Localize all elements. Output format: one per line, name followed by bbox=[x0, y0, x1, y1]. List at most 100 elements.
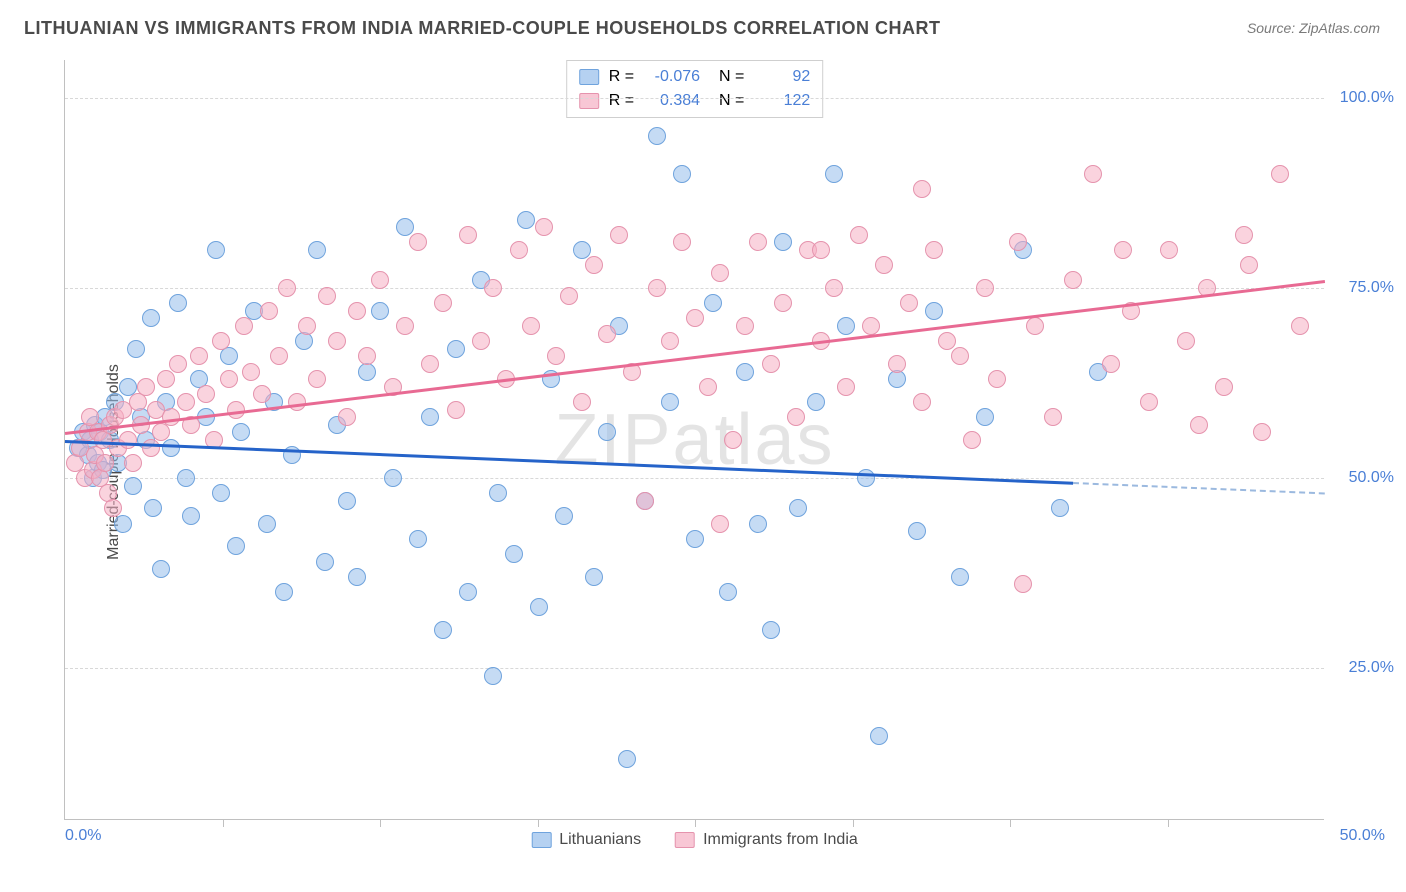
data-point bbox=[522, 317, 540, 335]
data-point bbox=[212, 484, 230, 502]
chart-container: Married-couple Households ZIPatlas R = -… bbox=[24, 50, 1382, 874]
data-point bbox=[182, 507, 200, 525]
x-tick bbox=[1010, 819, 1011, 827]
legend-row-blue: R = -0.076 N = 92 bbox=[579, 65, 811, 89]
data-point bbox=[142, 309, 160, 327]
data-point bbox=[787, 408, 805, 426]
data-point bbox=[762, 621, 780, 639]
data-point bbox=[1190, 416, 1208, 434]
data-point bbox=[1291, 317, 1309, 335]
data-point bbox=[636, 492, 654, 510]
data-point bbox=[119, 431, 137, 449]
data-point bbox=[925, 241, 943, 259]
gridline bbox=[65, 478, 1324, 479]
data-point bbox=[774, 294, 792, 312]
data-point bbox=[1240, 256, 1258, 274]
data-point bbox=[837, 378, 855, 396]
x-tick bbox=[223, 819, 224, 827]
data-point bbox=[900, 294, 918, 312]
data-point bbox=[938, 332, 956, 350]
data-point bbox=[618, 750, 636, 768]
data-point bbox=[152, 423, 170, 441]
data-point bbox=[976, 279, 994, 297]
data-point bbox=[711, 515, 729, 533]
data-point bbox=[1160, 241, 1178, 259]
legend-item-blue: Lithuanians bbox=[531, 831, 641, 849]
n-value-blue: 92 bbox=[754, 65, 810, 89]
data-point bbox=[169, 355, 187, 373]
data-point bbox=[227, 537, 245, 555]
data-point bbox=[258, 515, 276, 533]
data-point bbox=[598, 423, 616, 441]
data-point bbox=[409, 530, 427, 548]
data-point bbox=[530, 598, 548, 616]
x-tick bbox=[853, 819, 854, 827]
data-point bbox=[686, 309, 704, 327]
data-point bbox=[661, 393, 679, 411]
y-tick-label: 75.0% bbox=[1334, 279, 1394, 297]
data-point bbox=[1235, 226, 1253, 244]
data-point bbox=[396, 317, 414, 335]
data-point bbox=[278, 279, 296, 297]
data-point bbox=[298, 317, 316, 335]
data-point bbox=[162, 408, 180, 426]
data-point bbox=[789, 499, 807, 517]
series-legend: Lithuanians Immigrants from India bbox=[531, 831, 858, 849]
data-point bbox=[434, 621, 452, 639]
data-point bbox=[1102, 355, 1120, 373]
data-point bbox=[447, 401, 465, 419]
data-point bbox=[348, 568, 366, 586]
data-point bbox=[328, 332, 346, 350]
data-point bbox=[517, 211, 535, 229]
data-point bbox=[862, 317, 880, 335]
data-point bbox=[535, 218, 553, 236]
data-point bbox=[749, 515, 767, 533]
data-point bbox=[1084, 165, 1102, 183]
x-tick bbox=[538, 819, 539, 827]
data-point bbox=[318, 287, 336, 305]
gridline bbox=[65, 98, 1324, 99]
data-point bbox=[585, 568, 603, 586]
y-tick-label: 100.0% bbox=[1334, 89, 1394, 107]
data-point bbox=[510, 241, 528, 259]
data-point bbox=[358, 347, 376, 365]
data-point bbox=[484, 279, 502, 297]
legend-row-pink: R = 0.384 N = 122 bbox=[579, 89, 811, 113]
data-point bbox=[686, 530, 704, 548]
data-point bbox=[421, 355, 439, 373]
data-point bbox=[610, 226, 628, 244]
data-point bbox=[275, 583, 293, 601]
gridline bbox=[65, 288, 1324, 289]
data-point bbox=[870, 727, 888, 745]
data-point bbox=[137, 378, 155, 396]
gridline bbox=[65, 668, 1324, 669]
data-point bbox=[348, 302, 366, 320]
data-point bbox=[850, 226, 868, 244]
data-point bbox=[96, 454, 114, 472]
x-tick-label: 0.0% bbox=[65, 827, 101, 845]
data-point bbox=[1044, 408, 1062, 426]
data-point bbox=[1051, 499, 1069, 517]
data-point bbox=[308, 370, 326, 388]
data-point bbox=[197, 385, 215, 403]
data-point bbox=[913, 393, 931, 411]
chart-title: LITHUANIAN VS IMMIGRANTS FROM INDIA MARR… bbox=[24, 18, 940, 39]
data-point bbox=[585, 256, 603, 274]
data-point bbox=[1026, 317, 1044, 335]
data-point bbox=[825, 279, 843, 297]
data-point bbox=[908, 522, 926, 540]
r-value-pink: 0.384 bbox=[644, 89, 700, 113]
data-point bbox=[888, 355, 906, 373]
data-point bbox=[409, 233, 427, 251]
data-point bbox=[308, 241, 326, 259]
data-point bbox=[673, 233, 691, 251]
data-point bbox=[338, 408, 356, 426]
trend-line-extrapolated bbox=[1073, 482, 1325, 494]
data-point bbox=[220, 370, 238, 388]
y-tick-label: 25.0% bbox=[1334, 659, 1394, 677]
data-point bbox=[316, 553, 334, 571]
data-point bbox=[736, 317, 754, 335]
data-point bbox=[724, 431, 742, 449]
x-tick bbox=[380, 819, 381, 827]
data-point bbox=[661, 332, 679, 350]
